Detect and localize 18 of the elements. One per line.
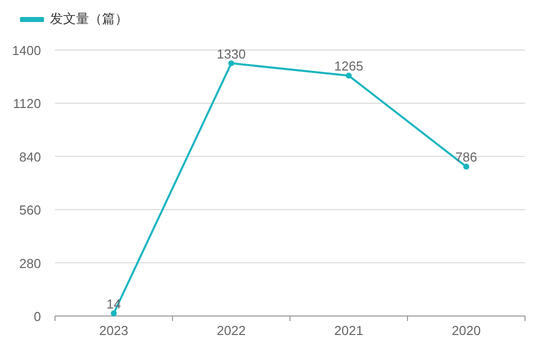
y-tick-label: 280 — [19, 256, 41, 271]
y-tick-label: 0 — [34, 309, 41, 324]
data-label: 786 — [455, 150, 478, 165]
y-tick-label: 840 — [19, 149, 41, 164]
point — [463, 164, 470, 170]
x-tick-label: 2021 — [334, 323, 364, 338]
y-tick-label: 560 — [19, 202, 41, 218]
y-tick-label: 1400 — [12, 43, 41, 58]
point — [110, 310, 117, 316]
x-tick-label: 2022 — [216, 323, 246, 338]
data-label: 1265 — [334, 58, 364, 74]
x-tick-label: 2020 — [452, 323, 481, 338]
point — [346, 72, 352, 79]
legend-label: 发文量（篇） — [50, 11, 128, 26]
y-tick-label: 1120 — [13, 96, 41, 112]
point — [228, 60, 234, 66]
data-label: 1330 — [216, 46, 246, 62]
x-tick-label: 2023 — [99, 323, 128, 338]
